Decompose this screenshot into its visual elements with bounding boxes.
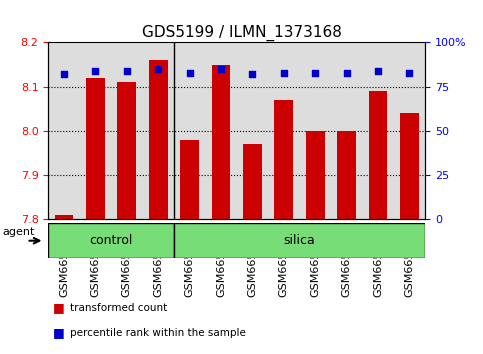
Bar: [400, 113, 419, 219]
Point: [217, 66, 225, 72]
Point: [123, 68, 130, 74]
Bar: [48, 223, 174, 258]
Bar: [212, 64, 230, 219]
Point: [312, 70, 319, 75]
Text: ■: ■: [53, 302, 65, 314]
Text: control: control: [89, 234, 133, 247]
Bar: [55, 215, 73, 219]
Bar: [86, 78, 105, 219]
Bar: [243, 144, 262, 219]
Bar: [337, 131, 356, 219]
Bar: [369, 91, 387, 219]
Text: silica: silica: [284, 234, 315, 247]
Point: [343, 70, 351, 75]
Bar: [117, 82, 136, 219]
Bar: [149, 60, 168, 219]
Point: [249, 72, 256, 77]
Bar: [306, 131, 325, 219]
Point: [92, 68, 99, 74]
Point: [60, 72, 68, 77]
Point: [155, 66, 162, 72]
Text: agent: agent: [2, 227, 35, 237]
Text: GDS5199 / ILMN_1373168: GDS5199 / ILMN_1373168: [142, 25, 341, 41]
Bar: [274, 100, 293, 219]
Point: [406, 70, 413, 75]
Bar: [180, 140, 199, 219]
Text: percentile rank within the sample: percentile rank within the sample: [70, 328, 246, 338]
Point: [280, 70, 288, 75]
Point: [374, 68, 382, 74]
Text: transformed count: transformed count: [70, 303, 167, 313]
Bar: [174, 223, 425, 258]
Point: [186, 70, 194, 75]
Text: ■: ■: [53, 326, 65, 339]
